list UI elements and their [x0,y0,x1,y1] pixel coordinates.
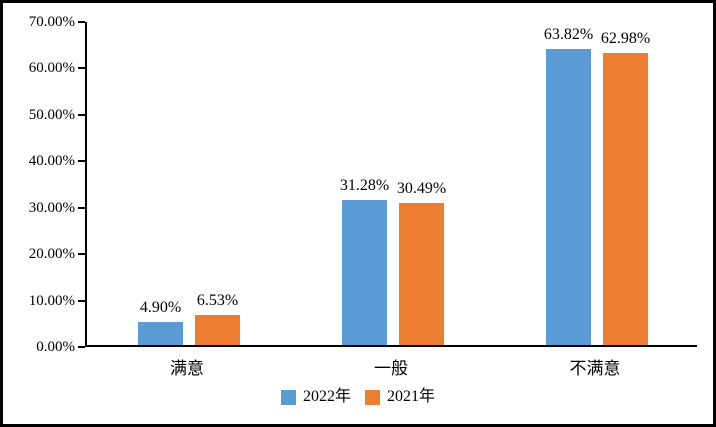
bar-group-2: 31.28% 30.49% [291,22,495,345]
y-tick-mark [78,160,85,163]
bar-series-2 [399,203,444,345]
bar-series-1 [342,199,387,345]
data-label: 31.28% [339,176,390,194]
bar-wrap: 63.82% [543,25,594,345]
y-tick-mark [78,346,85,348]
bar-series-2 [603,52,648,345]
y-tick-label: 40.00% [28,153,75,170]
data-label: 62.98% [600,29,651,47]
legend-label: 2022年 [302,388,351,405]
y-tick-label: 70.00% [28,14,75,30]
plot-area: 4.90% 6.53% 31.28% 30.49% 63.82% 62.98% [78,21,699,348]
y-tick-label: 0.00% [36,339,75,355]
legend-swatch-icon [280,389,296,405]
bar-wrap: 31.28% [339,176,390,345]
y-tick-mark [78,67,85,70]
data-label: 6.53% [196,291,239,309]
bar-wrap: 4.90% [138,298,183,345]
y-tick-mark [78,206,85,209]
data-label: 30.49% [396,180,447,198]
legend-item: 2022年 [280,387,351,407]
y-tick-label: 50.00% [28,106,75,123]
legend: 2022年 2021年 [3,387,713,407]
data-label: 63.82% [543,25,594,43]
y-tick-mark [78,113,85,116]
bar-series-1 [138,322,183,345]
x-category-label: 一般 [374,359,408,378]
x-category-label: 不满意 [569,359,621,378]
y-tick-label: 10.00% [28,292,75,309]
legend-label: 2021年 [387,388,436,405]
x-axis: 满意 一般 不满意 [85,358,697,382]
bar-wrap: 6.53% [195,291,240,345]
bar-wrap: 62.98% [600,29,651,345]
bar-series-1 [546,48,591,345]
legend-item: 2021年 [365,387,435,407]
y-tick-label: 20.00% [28,246,75,263]
y-tick-mark [78,21,85,23]
bar-group-3: 63.82% 62.98% [495,22,699,345]
y-tick-mark [78,299,85,302]
data-label: 4.90% [139,299,182,317]
bar-wrap: 30.49% [396,179,447,345]
y-tick-label: 30.00% [28,199,75,216]
y-tick-mark [78,253,85,256]
legend-swatch-icon [365,389,380,405]
x-category-label: 满意 [170,359,204,378]
y-tick-label: 60.00% [28,60,75,77]
bar-group-1: 4.90% 6.53% [87,22,291,345]
bar-series-2 [195,314,240,345]
